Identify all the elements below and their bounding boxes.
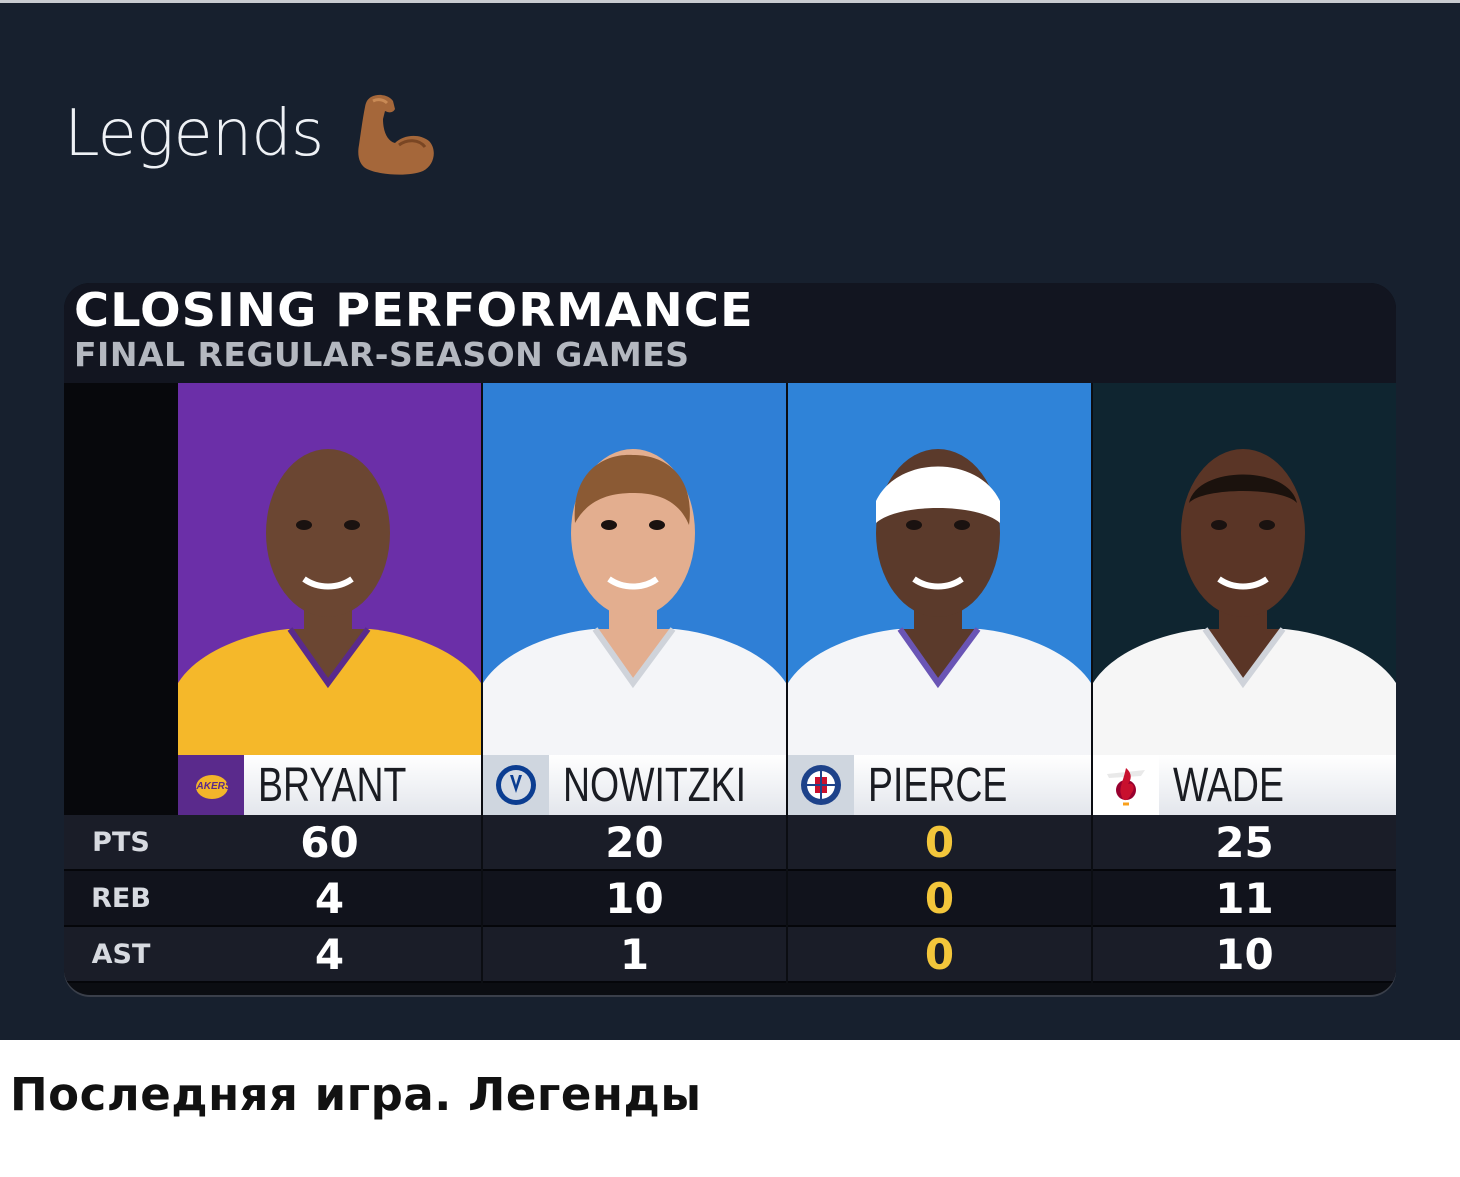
player-stats: 60 4 4 [178, 815, 481, 983]
player-column-wade: WADE 25 11 10 [1093, 383, 1396, 995]
player-column-nowitzki: NOWITZKI 20 10 1 [483, 383, 786, 995]
player-column-pierce: PIERCE 0 0 0 [788, 383, 1091, 995]
stat-reb-value: 0 [788, 871, 1091, 927]
stat-label-reb: REB [64, 871, 178, 927]
heat-logo-icon [1093, 755, 1159, 815]
clippers-logo-icon [788, 755, 854, 815]
stat-label-pts: PTS [64, 815, 178, 871]
stat-pts-value: 0 [788, 815, 1091, 871]
stat-label-ast: AST [64, 927, 178, 983]
player-column-bryant: LAKERS BRYANT 60 4 4 [178, 383, 481, 995]
player-name: NOWITZKI [563, 758, 747, 812]
tweet-container: Legends CLOSING PERFORMANCE FINAL REGULA… [0, 0, 1460, 1040]
players-row: LAKERS BRYANT 60 4 4 NOWITZKI 20 10 1 PIERCE 0 0 0 WA… [178, 383, 1396, 995]
player-stats: 20 10 1 [483, 815, 786, 983]
stat-reb-value: 4 [178, 871, 481, 927]
graphic-header: CLOSING PERFORMANCE FINAL REGULAR-SEASON… [64, 283, 1396, 383]
player-name-bar: NOWITZKI [483, 755, 786, 815]
graphic-title: CLOSING PERFORMANCE [74, 283, 754, 337]
stat-pts-value: 20 [483, 815, 786, 871]
stat-pts-value: 60 [178, 815, 481, 871]
stat-pts-value: 25 [1093, 815, 1396, 871]
stat-ast-value: 10 [1093, 927, 1396, 983]
left-column [64, 383, 178, 815]
player-name: WADE [1173, 758, 1284, 812]
flexed-biceps-icon [358, 94, 435, 175]
stat-ast-value: 4 [178, 927, 481, 983]
player-photo [788, 383, 1091, 755]
lakers-logo-icon: LAKERS [178, 755, 244, 815]
caption: Последняя игра. Легенды [10, 1068, 702, 1121]
player-name-bar: WADE [1093, 755, 1396, 815]
player-name: PIERCE [868, 758, 1008, 812]
player-photo [178, 383, 481, 755]
stats-graphic: CLOSING PERFORMANCE FINAL REGULAR-SEASON… [64, 283, 1396, 995]
stat-labels: PTS REB AST [64, 815, 178, 983]
player-name-bar: PIERCE [788, 755, 1091, 815]
player-stats: 25 11 10 [1093, 815, 1396, 983]
player-photo [1093, 383, 1396, 755]
player-name: BRYANT [258, 758, 407, 812]
player-name-bar: LAKERS BRYANT [178, 755, 481, 815]
mavericks-logo-icon [483, 755, 549, 815]
tweet-text-label: Legends [64, 97, 324, 171]
stat-reb-value: 10 [483, 871, 786, 927]
player-photo [483, 383, 786, 755]
stat-ast-value: 0 [788, 927, 1091, 983]
stat-reb-value: 11 [1093, 871, 1396, 927]
stat-ast-value: 1 [483, 927, 786, 983]
svg-text:LAKERS: LAKERS [190, 781, 231, 792]
graphic-subtitle: FINAL REGULAR-SEASON GAMES [74, 335, 690, 374]
tweet-text: Legends [64, 91, 439, 177]
